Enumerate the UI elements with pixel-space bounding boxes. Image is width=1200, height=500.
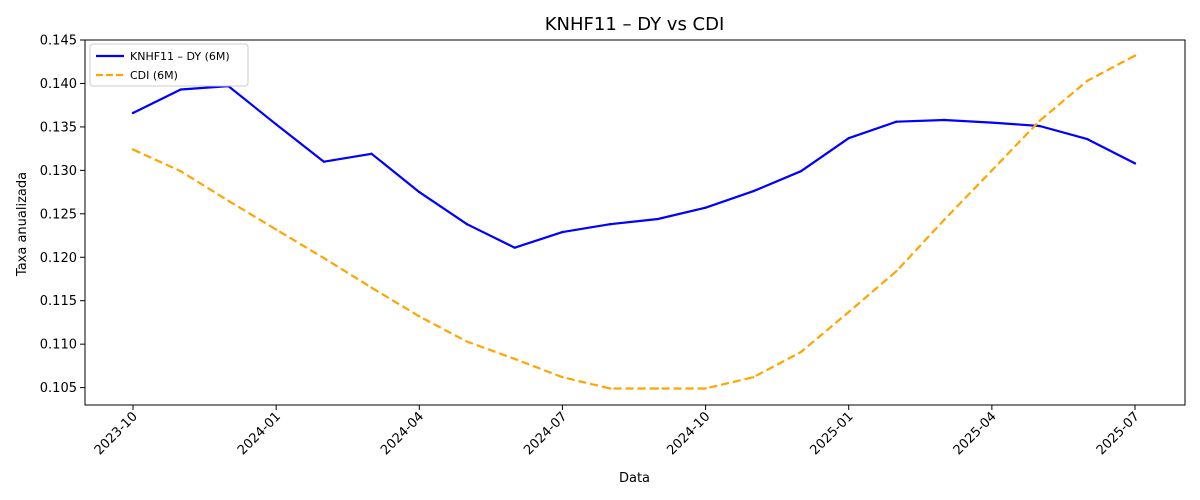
data-point-1 [370,286,373,289]
data-point-1 [656,387,660,390]
data-point-1 [847,310,850,314]
data-point-1 [179,170,182,173]
y-tick-label: 0.140 [40,77,77,92]
y-tick-label: 0.145 [40,34,77,49]
data-point-1 [704,387,707,390]
data-point-1 [1133,54,1137,57]
data-point-1 [608,387,612,390]
data-point-0 [1038,124,1041,128]
data-point-1 [322,256,326,260]
y-tick-label: 0.115 [40,294,77,309]
data-point-1 [990,169,994,172]
data-point-0 [561,230,564,234]
data-point-1 [513,357,516,361]
x-tick-label: 2025-07 [1094,409,1143,458]
x-tick-label: 2025-01 [808,409,857,458]
data-point-0 [608,223,612,226]
data-point-1 [131,148,135,151]
data-point-0 [1133,162,1137,165]
data-point-1 [465,340,469,343]
legend-label-0: KNHF11 – DY (6M) [130,50,230,63]
data-point-0 [465,223,469,226]
data-point-1 [799,350,803,354]
data-point-1 [942,218,946,222]
data-point-0 [752,190,755,193]
x-tick-label: 2024-07 [521,409,570,458]
data-point-0 [370,152,373,156]
data-point-0 [847,137,850,140]
data-point-0 [656,217,660,221]
legend-box [89,43,249,87]
y-tick-label: 0.110 [40,338,77,353]
data-point-0 [990,121,994,124]
data-point-0 [895,120,898,123]
y-tick-label: 0.125 [40,207,77,222]
y-axis-label: Taxa anualizada [15,172,30,277]
data-point-0 [942,118,946,122]
data-point-1 [1038,119,1041,123]
data-point-1 [418,315,421,318]
plot-frame [84,39,1186,406]
data-point-0 [704,206,707,209]
x-tick-label: 2024-01 [235,409,284,458]
series-line-1 [132,54,1136,390]
data-point-1 [274,228,278,231]
x-axis-label: Data [619,471,650,486]
data-point-0 [131,111,135,115]
data-point-0 [322,160,326,163]
data-point-1 [1086,79,1089,83]
y-tick-label: 0.130 [40,164,77,179]
series-line-0 [132,84,1136,249]
data-point-0 [179,88,182,91]
data-point-1 [227,199,230,202]
y-tick-label: 0.105 [40,381,77,396]
y-tick-label: 0.135 [40,120,77,135]
x-tick-label: 2024-04 [378,409,427,458]
legend-label-1: CDI (6M) [130,69,178,82]
plot-area: 0.105 0.110 0.115 0.120 0.125 0.130 0.135 0.140… [40,34,1186,458]
data-point-1 [895,269,898,273]
data-point-0 [513,246,516,249]
data-point-1 [752,375,755,379]
data-point-0 [274,123,278,126]
data-point-0 [1086,137,1089,141]
chart-title: KNHF11 – DY vs CDI [545,14,725,35]
data-point-0 [418,190,421,194]
y-tick-label: 0.120 [40,251,77,266]
x-tick-label: 2023-10 [92,409,141,458]
x-tick-label: 2025-04 [951,409,1000,458]
data-point-1 [561,375,564,379]
data-point-0 [799,170,803,173]
x-tick-label: 2024-10 [664,409,713,458]
